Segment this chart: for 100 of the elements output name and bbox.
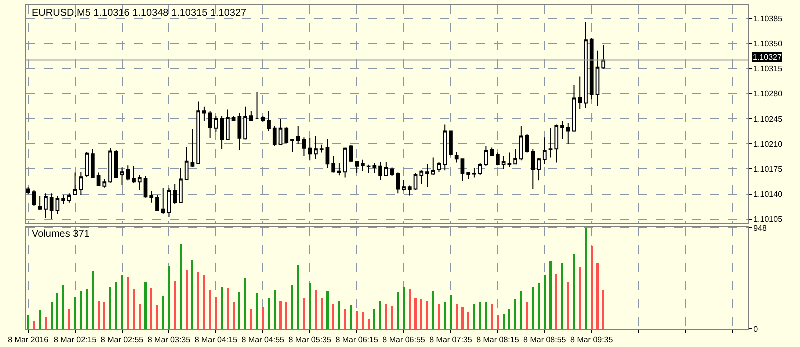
candlestick xyxy=(572,84,576,132)
bar xyxy=(420,298,422,329)
candlestick xyxy=(519,126,524,162)
bar xyxy=(215,296,217,329)
candlestick xyxy=(120,167,124,186)
candlestick xyxy=(278,118,283,146)
candlestick xyxy=(542,137,547,165)
x-tick-label: 8 Mar 02:55 xyxy=(100,336,144,345)
bar xyxy=(168,266,170,329)
candlestick xyxy=(454,152,459,164)
candlestick xyxy=(396,172,400,194)
bar xyxy=(321,298,323,329)
y-tick-label: 1.10210 xyxy=(754,140,784,149)
bar xyxy=(51,302,53,329)
bar xyxy=(162,296,164,329)
y-tick-label: 0 xyxy=(754,324,759,334)
bar xyxy=(473,304,475,329)
bar xyxy=(409,288,411,329)
bar xyxy=(385,304,387,329)
bar xyxy=(262,306,264,329)
candlestick xyxy=(267,110,271,132)
candlestick xyxy=(484,146,488,167)
candlestick xyxy=(50,193,54,220)
bar xyxy=(338,300,340,329)
bar xyxy=(438,304,440,329)
bar xyxy=(444,302,446,329)
bar xyxy=(279,300,282,329)
candlestick xyxy=(202,106,206,122)
bar xyxy=(86,288,88,329)
y-tick-label: 1.10385 xyxy=(754,14,784,24)
bar xyxy=(174,280,176,329)
candlestick xyxy=(132,166,136,184)
candlestick xyxy=(184,146,189,180)
bar xyxy=(121,274,123,329)
bar xyxy=(332,304,334,329)
candlestick xyxy=(108,148,112,184)
bar xyxy=(508,308,510,329)
x-tick-label: 8 Mar 08:55 xyxy=(524,336,567,345)
candlestick xyxy=(90,148,95,180)
bar xyxy=(268,298,270,329)
bar xyxy=(602,290,604,329)
x-tick-label: 8 Mar 2016 xyxy=(8,336,50,345)
candlestick xyxy=(38,196,42,211)
candlestick xyxy=(566,122,570,145)
bar xyxy=(156,304,158,329)
bar xyxy=(585,228,587,329)
candlestick xyxy=(214,116,218,132)
bar xyxy=(573,254,575,329)
candlestick xyxy=(196,101,201,165)
candlestick xyxy=(96,172,101,187)
candlestick xyxy=(232,116,236,122)
bar xyxy=(39,310,41,329)
candlestick xyxy=(190,128,195,168)
bar xyxy=(203,274,205,329)
bar xyxy=(555,274,557,329)
bar xyxy=(133,288,135,329)
candlestick xyxy=(343,147,348,178)
bar xyxy=(197,272,199,329)
bar xyxy=(497,314,499,329)
candlestick xyxy=(156,194,160,212)
candlestick xyxy=(408,185,412,196)
x-tick-label: 8 Mar 04:55 xyxy=(242,336,286,345)
x-tick-label: 8 Mar 07:35 xyxy=(430,336,473,345)
bar xyxy=(238,292,240,329)
candlestick xyxy=(366,164,371,174)
candlestick xyxy=(85,152,89,178)
candlestick xyxy=(302,137,306,157)
bar xyxy=(45,316,47,329)
bar xyxy=(326,290,329,329)
bar xyxy=(467,312,469,329)
candlestick xyxy=(332,156,336,174)
candlestick xyxy=(126,165,130,182)
candlestick xyxy=(144,176,148,198)
bar xyxy=(250,308,252,329)
bar xyxy=(362,312,364,329)
bar xyxy=(191,260,193,329)
bar xyxy=(520,290,522,329)
candlestick xyxy=(296,126,300,145)
bar xyxy=(209,290,211,329)
candlestick xyxy=(578,76,582,110)
candlestick xyxy=(590,37,594,100)
bar xyxy=(98,300,100,329)
bar xyxy=(80,290,82,329)
y-tick-label: 1.10315 xyxy=(754,64,784,74)
candlestick xyxy=(238,112,242,152)
bar xyxy=(92,270,94,329)
bar xyxy=(285,302,287,329)
x-tick-label: 8 Mar 04:15 xyxy=(194,336,238,345)
candlestick xyxy=(208,110,212,139)
candlestick xyxy=(596,50,600,107)
bar xyxy=(27,314,29,329)
candlestick xyxy=(255,92,260,120)
bar xyxy=(139,304,141,329)
candlestick xyxy=(261,116,266,122)
candlestick xyxy=(466,172,471,180)
candlestick xyxy=(472,168,476,178)
bar xyxy=(150,288,152,329)
x-tick-label: 8 Mar 08:15 xyxy=(476,336,520,345)
bar xyxy=(256,292,258,329)
candlestick xyxy=(449,130,453,156)
